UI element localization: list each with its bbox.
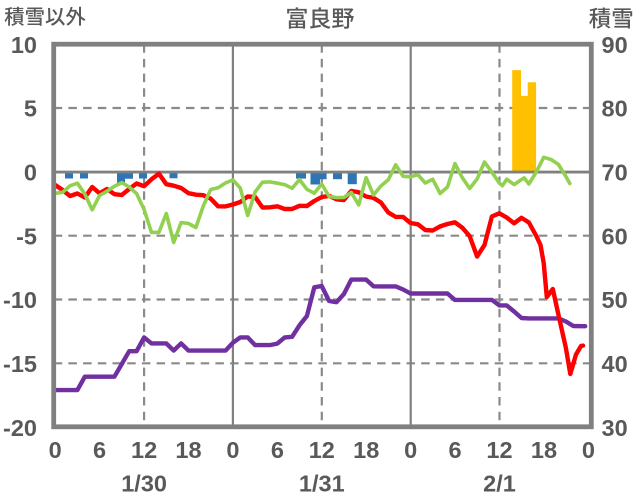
svg-text:-15: -15 [3,351,37,377]
svg-text:50: 50 [602,287,628,313]
svg-text:0: 0 [24,159,37,185]
svg-text:-20: -20 [3,415,37,441]
svg-text:6: 6 [449,437,462,463]
svg-text:18: 18 [175,437,201,463]
svg-text:-10: -10 [3,287,37,313]
svg-text:12: 12 [309,437,335,463]
svg-text:0: 0 [226,437,239,463]
svg-text:10: 10 [11,32,37,58]
svg-text:70: 70 [602,159,628,185]
svg-text:90: 90 [602,32,628,58]
svg-text:0: 0 [49,437,62,463]
svg-text:18: 18 [353,437,379,463]
svg-text:60: 60 [602,223,628,249]
svg-text:0: 0 [582,437,595,463]
svg-text:30: 30 [602,415,628,441]
svg-text:80: 80 [602,96,628,122]
svg-text:-5: -5 [16,223,37,249]
svg-text:12: 12 [486,437,512,463]
svg-text:6: 6 [93,437,106,463]
svg-text:2/1: 2/1 [483,470,516,496]
svg-text:40: 40 [602,351,628,377]
svg-text:18: 18 [531,437,557,463]
svg-text:1/31: 1/31 [299,470,345,496]
svg-text:12: 12 [131,437,157,463]
svg-text:1/30: 1/30 [121,470,167,496]
svg-text:5: 5 [24,96,37,122]
svg-text:0: 0 [404,437,417,463]
svg-text:6: 6 [271,437,284,463]
